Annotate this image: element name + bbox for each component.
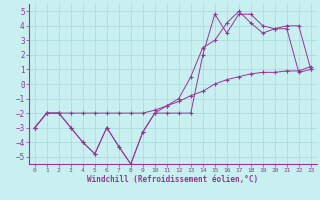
X-axis label: Windchill (Refroidissement éolien,°C): Windchill (Refroidissement éolien,°C) (87, 175, 258, 184)
